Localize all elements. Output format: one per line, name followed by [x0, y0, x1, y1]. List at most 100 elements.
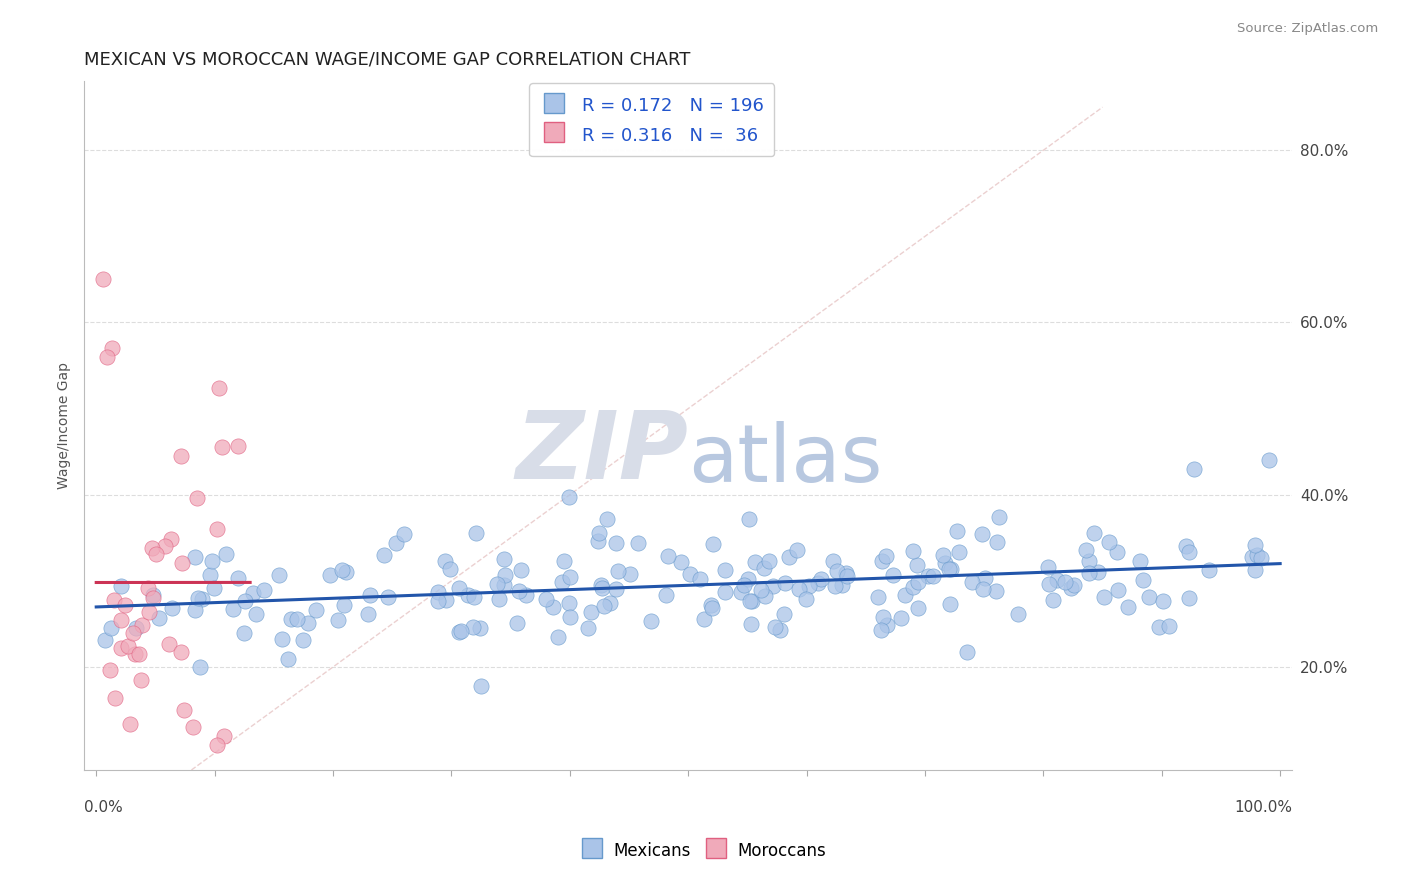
- Point: [392, 527, 415, 541]
- Point: [207, 522, 229, 536]
- Point: [117, 639, 139, 653]
- Y-axis label: Wage/Income Gap: Wage/Income Gap: [58, 362, 72, 490]
- Point: [901, 544, 924, 558]
- Point: [160, 533, 183, 547]
- Point: [876, 618, 898, 632]
- Point: [269, 568, 291, 582]
- Point: [332, 598, 354, 612]
- Point: [188, 660, 211, 674]
- Point: [1105, 544, 1128, 558]
- Point: [155, 540, 177, 554]
- Point: [305, 603, 328, 617]
- Point: [591, 581, 613, 595]
- Text: Source: ZipAtlas.com: Source: ZipAtlas.com: [1237, 22, 1378, 36]
- Point: [103, 593, 125, 607]
- Point: [679, 567, 702, 582]
- Point: [619, 566, 641, 581]
- Point: [122, 625, 145, 640]
- Point: [870, 623, 893, 637]
- Point: [463, 590, 485, 604]
- Point: [605, 582, 627, 596]
- Point: [938, 562, 960, 576]
- Point: [894, 588, 917, 602]
- Point: [280, 612, 302, 626]
- Point: [763, 620, 786, 634]
- Point: [253, 582, 276, 597]
- Point: [226, 439, 249, 453]
- Point: [124, 648, 146, 662]
- Point: [184, 550, 207, 565]
- Point: [769, 623, 792, 637]
- Point: [714, 585, 737, 599]
- Point: [118, 717, 141, 731]
- Point: [449, 582, 471, 596]
- Point: [114, 598, 136, 612]
- Point: [142, 588, 165, 602]
- Point: [212, 729, 235, 743]
- Point: [1007, 607, 1029, 621]
- Point: [579, 605, 602, 619]
- Point: [921, 569, 943, 583]
- Point: [960, 574, 983, 589]
- Point: [596, 511, 619, 525]
- Point: [553, 554, 575, 568]
- Point: [786, 542, 808, 557]
- Point: [547, 631, 569, 645]
- Point: [1063, 578, 1085, 592]
- Point: [837, 569, 859, 583]
- Point: [536, 592, 558, 607]
- Point: [508, 584, 530, 599]
- Point: [1042, 593, 1064, 607]
- Point: [488, 591, 510, 606]
- Point: [541, 599, 564, 614]
- Point: [515, 589, 537, 603]
- Point: [752, 561, 775, 575]
- Point: [470, 679, 492, 693]
- Point: [1257, 453, 1279, 467]
- Point: [232, 626, 254, 640]
- Point: [714, 563, 737, 577]
- Point: [1149, 620, 1171, 634]
- Point: [1184, 462, 1206, 476]
- Point: [890, 611, 912, 625]
- Point: [827, 564, 849, 578]
- Point: [184, 603, 207, 617]
- Point: [157, 636, 180, 650]
- Point: [373, 548, 395, 562]
- Point: [110, 640, 132, 655]
- Point: [945, 524, 967, 538]
- Point: [758, 554, 780, 568]
- Point: [905, 558, 928, 572]
- Legend: R = 0.172   N = 196, R = 0.316   N =  36: R = 0.172 N = 196, R = 0.316 N = 36: [530, 84, 775, 156]
- Point: [599, 596, 621, 610]
- Point: [148, 611, 170, 625]
- Point: [773, 607, 796, 621]
- Point: [96, 350, 118, 364]
- Point: [551, 575, 574, 590]
- Point: [222, 601, 245, 615]
- Point: [1036, 560, 1059, 574]
- Point: [730, 585, 752, 599]
- Point: [494, 578, 516, 592]
- Point: [1077, 566, 1099, 581]
- Point: [794, 592, 817, 607]
- Point: [934, 556, 956, 570]
- Point: [186, 491, 208, 506]
- Point: [702, 537, 724, 551]
- Point: [1074, 543, 1097, 558]
- Point: [593, 599, 616, 614]
- Point: [807, 575, 830, 590]
- Point: [901, 580, 924, 594]
- Point: [270, 632, 292, 646]
- Point: [558, 570, 581, 584]
- Point: [823, 554, 845, 568]
- Point: [588, 526, 610, 541]
- Point: [170, 449, 193, 463]
- Point: [689, 572, 711, 586]
- Point: [1178, 544, 1201, 558]
- Point: [335, 566, 357, 580]
- Point: [1137, 590, 1160, 604]
- Point: [984, 584, 1007, 599]
- Point: [762, 579, 785, 593]
- Point: [1107, 583, 1129, 598]
